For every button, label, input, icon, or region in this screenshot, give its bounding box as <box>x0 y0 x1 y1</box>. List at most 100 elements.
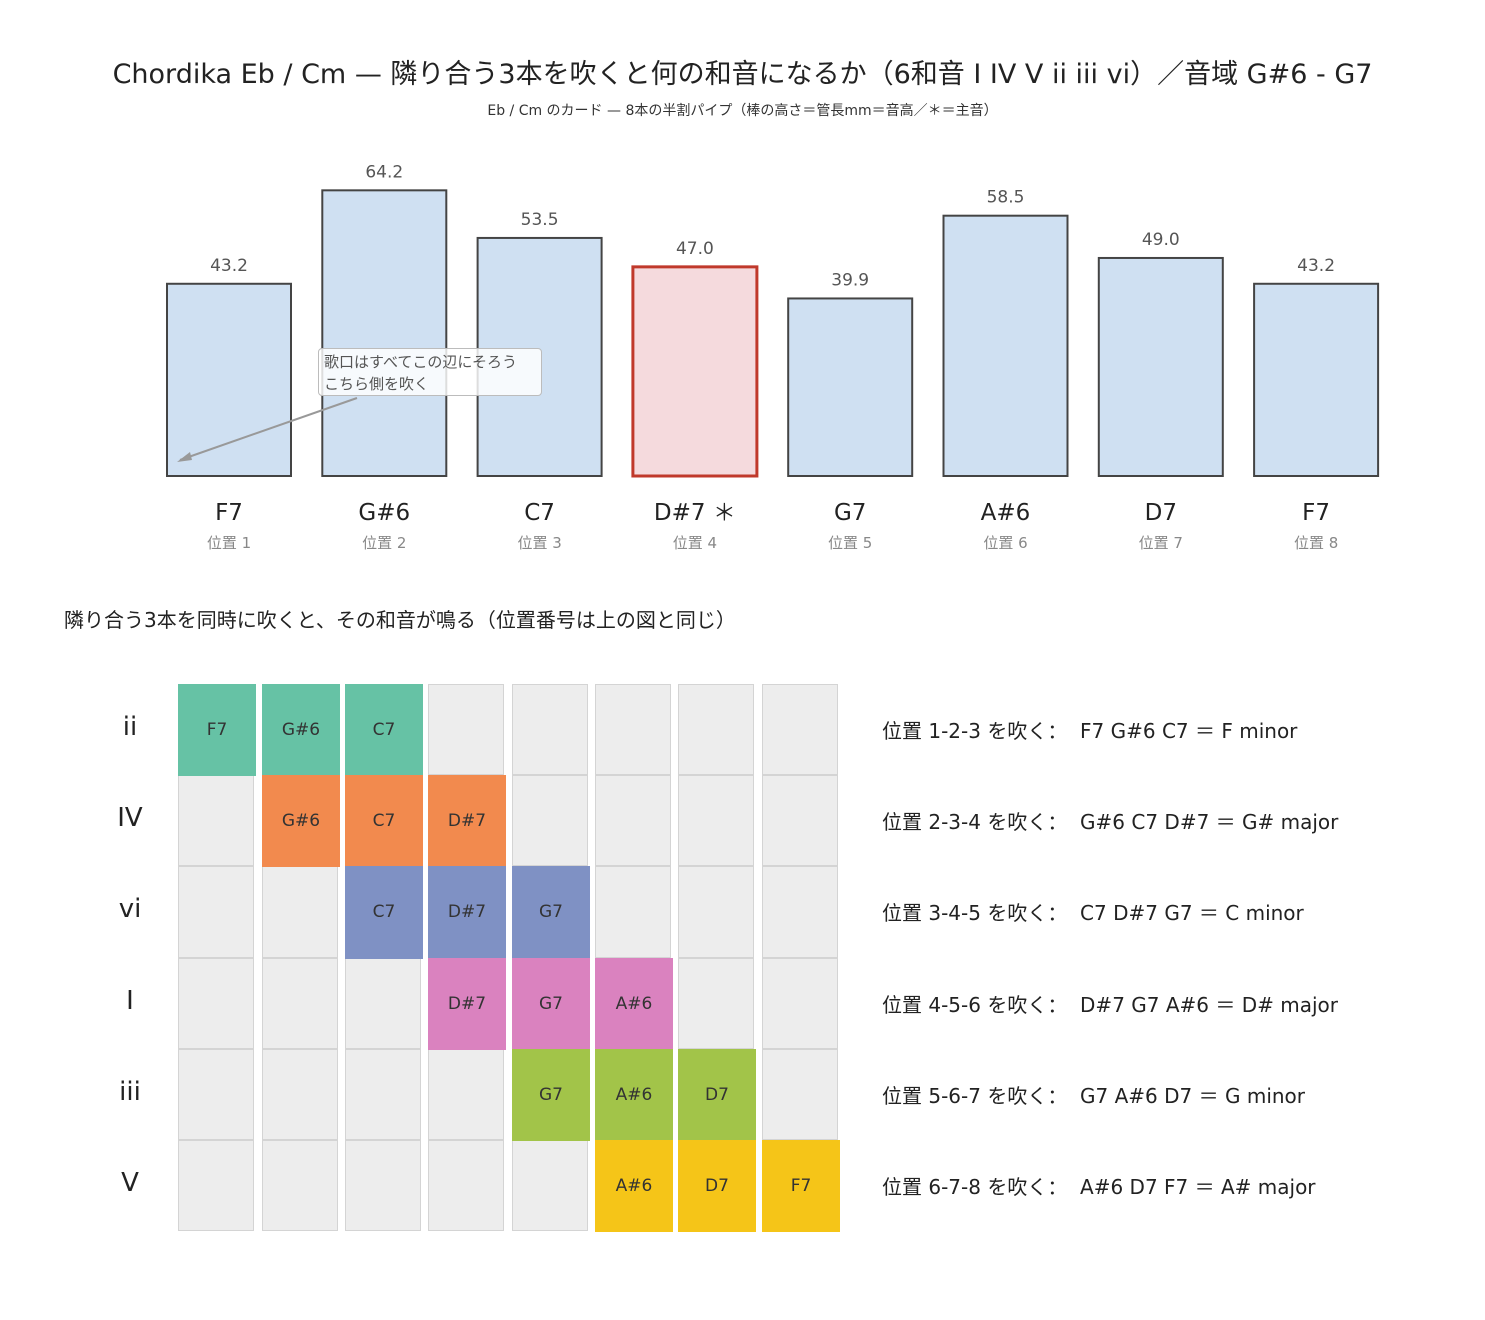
bar-value-label: 47.0 <box>676 239 714 259</box>
bar-value-label: 43.2 <box>1297 256 1335 276</box>
page-title: Chordika Eb / Cm — 隣り合う3本を吹くと何の和音になるか（6和… <box>112 59 1373 90</box>
bar-value-label: 53.5 <box>521 210 559 230</box>
bar-position-label: 位置 8 <box>1294 534 1338 552</box>
chord-note-cell: F7 <box>178 684 256 777</box>
annotation-arrow-head <box>177 452 192 462</box>
chord-note-cell: G7 <box>512 957 590 1050</box>
chord-roman-label: I <box>126 985 134 1016</box>
bar-5 <box>787 297 914 477</box>
empty-grid-cell <box>595 866 671 958</box>
empty-grid-cell <box>345 1048 421 1140</box>
empty-grid-cell <box>345 1140 421 1232</box>
annotation-line-1: 歌口はすべてこの辺にそろう <box>324 353 518 371</box>
chord-note-cell: C7 <box>345 866 423 959</box>
empty-grid-cell <box>762 866 838 958</box>
chord-note-cell: A#6 <box>595 1140 673 1233</box>
empty-grid-cell <box>178 1140 254 1232</box>
bar-position-label: 位置 4 <box>673 534 717 552</box>
bar-value-label: 39.9 <box>831 270 869 290</box>
chord-roman-label: ii <box>122 712 138 742</box>
chord-description: 位置 6-7-8 を吹く： A#6 D7 F7 ＝ A# major <box>882 1175 1316 1199</box>
bar-6 <box>942 214 1069 478</box>
bar-note-label: A#6 <box>981 500 1031 526</box>
empty-grid-cell <box>512 684 588 776</box>
bar-note-label: D7 <box>1145 500 1177 526</box>
chord-note-cell: D#7 <box>428 866 506 959</box>
chord-note-cell: C7 <box>345 684 423 777</box>
empty-grid-cell <box>595 684 671 776</box>
bar-value-label: 58.5 <box>987 188 1025 208</box>
empty-grid-cell <box>178 775 254 867</box>
bar-position-label: 位置 3 <box>517 534 561 552</box>
bar-position-label: 位置 5 <box>828 534 872 552</box>
chord-note-cell: D#7 <box>428 775 506 868</box>
empty-grid-cell <box>762 957 838 1049</box>
empty-grid-cell <box>762 684 838 776</box>
bar-value-label: 64.2 <box>365 162 403 182</box>
empty-grid-cell <box>262 957 338 1049</box>
empty-grid-cell <box>345 957 421 1049</box>
empty-grid-cell <box>678 866 754 958</box>
empty-grid-cell <box>428 684 504 776</box>
chord-description: 位置 2-3-4 を吹く： G#6 C7 D#7 ＝ G# major <box>882 810 1339 835</box>
empty-grid-cell <box>595 775 671 867</box>
bar-1 <box>166 282 292 477</box>
bar-position-label: 位置 1 <box>207 534 251 552</box>
empty-grid-cell <box>178 866 254 958</box>
empty-grid-cell <box>678 957 754 1049</box>
chord-roman-label: vi <box>118 894 142 925</box>
chord-note-cell: C7 <box>345 775 423 868</box>
chord-note-cell: A#6 <box>595 1048 673 1141</box>
chord-roman-label: IV <box>117 803 143 834</box>
bar-note-label: D#7 ＊ <box>654 500 736 526</box>
empty-grid-cell <box>512 1140 588 1232</box>
bar-note-label: G7 <box>834 500 866 526</box>
bar-position-label: 位置 7 <box>1139 534 1183 552</box>
chord-description: 位置 4-5-6 を吹く： D#7 G7 A#6 ＝ D# major <box>882 992 1339 1017</box>
chord-note-cell: D7 <box>678 1048 756 1141</box>
bar-note-label: F7 <box>215 500 243 526</box>
section-title: 隣り合う3本を同時に吹くと、その和音が鳴る（位置番号は上の図と同じ） <box>64 608 736 632</box>
chord-note-cell: G7 <box>512 1048 590 1141</box>
empty-grid-cell <box>678 775 754 867</box>
empty-grid-cell <box>762 1048 838 1140</box>
chord-note-cell: G#6 <box>262 684 340 777</box>
bar-4 <box>631 265 759 478</box>
empty-grid-cell <box>178 957 254 1049</box>
bar-value-label: 49.0 <box>1142 230 1180 250</box>
annotation-arrow <box>179 397 358 461</box>
bar-position-label: 位置 6 <box>983 534 1027 552</box>
empty-grid-cell <box>762 775 838 867</box>
pipe-length-bar-chart: 43.2 F7 位置 1 64.2 G#6 位置 2 53.5 C7 位置 3 47.0 D#7 ＊… <box>166 162 1380 552</box>
bar-position-label: 位置 2 <box>362 534 406 552</box>
chord-note-cell: G7 <box>512 866 590 959</box>
chord-note-cell: D7 <box>678 1140 756 1233</box>
chord-note-cell: D#7 <box>428 957 506 1050</box>
bar-note-label: F7 <box>1302 500 1330 526</box>
empty-grid-cell <box>428 1048 504 1140</box>
bar-7 <box>1097 256 1224 477</box>
chord-description: 位置 3-4-5 を吹く： C7 D#7 G7 ＝ C minor <box>882 901 1304 926</box>
chord-roman-label: iii <box>119 1076 141 1107</box>
bar-2 <box>321 189 448 477</box>
empty-grid-cell <box>428 1140 504 1232</box>
chord-note-cell: A#6 <box>595 957 673 1050</box>
empty-grid-cell <box>262 866 338 958</box>
annotation-box: 歌口はすべてこの辺にそろう こちら側を吹く <box>318 348 542 396</box>
chord-description: 位置 1-2-3 を吹く： F7 G#6 C7 ＝ F minor <box>882 719 1298 743</box>
bar-note-label: C7 <box>524 500 555 526</box>
page-subtitle: Eb / Cm のカード — 8本の半割パイプ（棒の高さ＝管長mm＝音高／＊＝主… <box>487 103 998 119</box>
annotation-line-2: こちら側を吹く <box>324 375 430 393</box>
bar-value-label: 43.2 <box>210 256 248 276</box>
chord-note-cell: G#6 <box>262 775 340 868</box>
chord-description: 位置 5-6-7 を吹く： G7 A#6 D7 ＝ G minor <box>882 1083 1306 1108</box>
empty-grid-cell <box>678 684 754 776</box>
bar-note-label: G#6 <box>358 500 410 526</box>
empty-grid-cell <box>262 1048 338 1140</box>
empty-grid-cell <box>262 1140 338 1232</box>
empty-grid-cell <box>178 1048 254 1140</box>
chord-note-cell: F7 <box>762 1140 840 1233</box>
chord-roman-label: V <box>121 1168 139 1198</box>
bar-8 <box>1253 282 1380 477</box>
empty-grid-cell <box>512 775 588 867</box>
